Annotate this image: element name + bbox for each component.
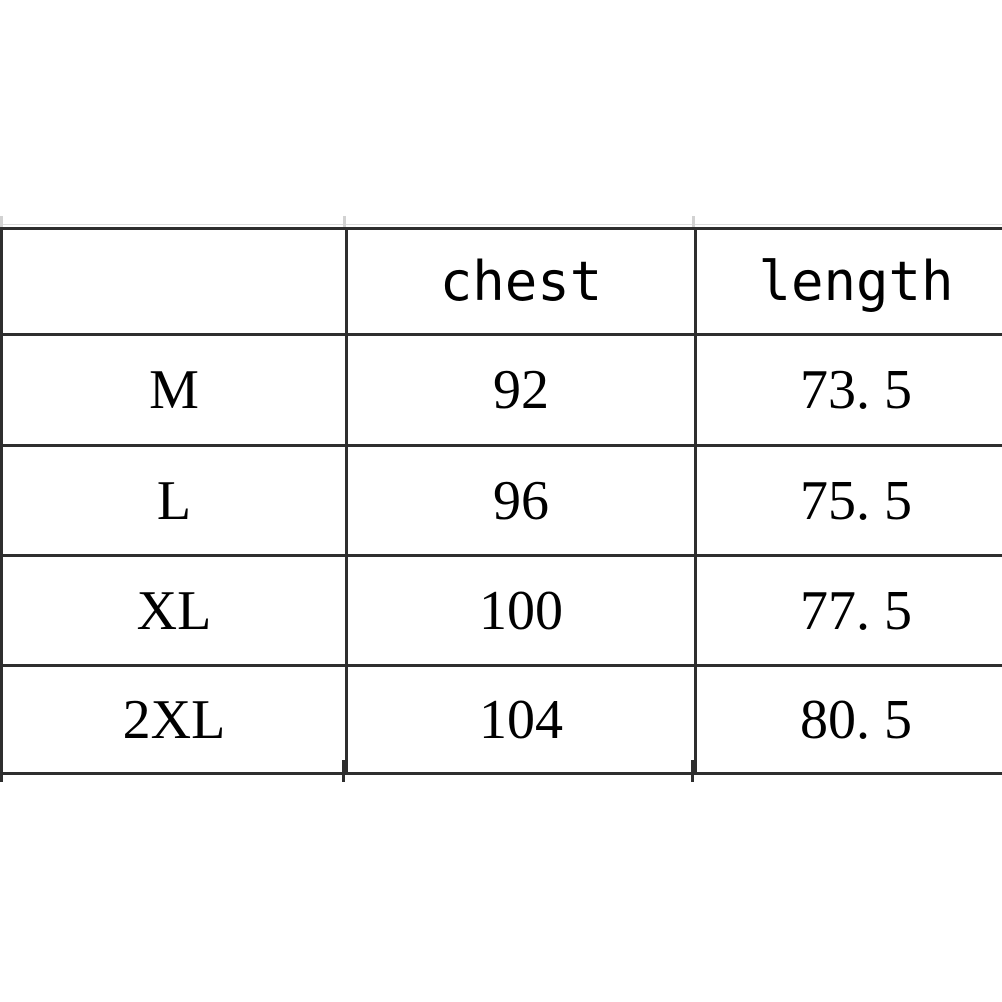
chest-cell: 92 xyxy=(345,333,697,447)
size-chart-table: chest length M 92 73. 5 L 96 75. 5 XL 10… xyxy=(0,227,1002,775)
faint-grid-stub-left xyxy=(0,216,3,227)
length-cell: 77. 5 xyxy=(694,554,1002,667)
size-cell: 2XL xyxy=(0,664,348,775)
length-cell: 73. 5 xyxy=(694,333,1002,447)
chest-cell: 100 xyxy=(345,554,697,667)
cutoff-row-stub-col2 xyxy=(342,760,345,782)
table-row-2xl: 2XL 104 80. 5 xyxy=(0,664,1002,775)
faint-grid-stub-col2 xyxy=(343,216,346,227)
header-length-cell: length xyxy=(694,227,1002,336)
cutoff-row-stub-col3 xyxy=(691,760,694,782)
faint-grid-stub-col3 xyxy=(692,216,695,227)
table-row-xl: XL 100 77. 5 xyxy=(0,554,1002,667)
length-cell: 75. 5 xyxy=(694,444,1002,557)
table-row-m: M 92 73. 5 xyxy=(0,333,1002,447)
faint-gridline-top xyxy=(0,224,1002,225)
header-row: chest length xyxy=(0,227,1002,336)
header-chest-cell: chest xyxy=(345,227,697,336)
chest-cell: 96 xyxy=(345,444,697,557)
chest-cell: 104 xyxy=(345,664,697,775)
size-cell: XL xyxy=(0,554,348,667)
length-cell: 80. 5 xyxy=(694,664,1002,775)
header-blank-cell xyxy=(0,227,348,336)
size-cell: M xyxy=(0,333,348,447)
size-cell: L xyxy=(0,444,348,557)
cutoff-row-stub-left xyxy=(0,760,3,782)
table-row-l: L 96 75. 5 xyxy=(0,444,1002,557)
